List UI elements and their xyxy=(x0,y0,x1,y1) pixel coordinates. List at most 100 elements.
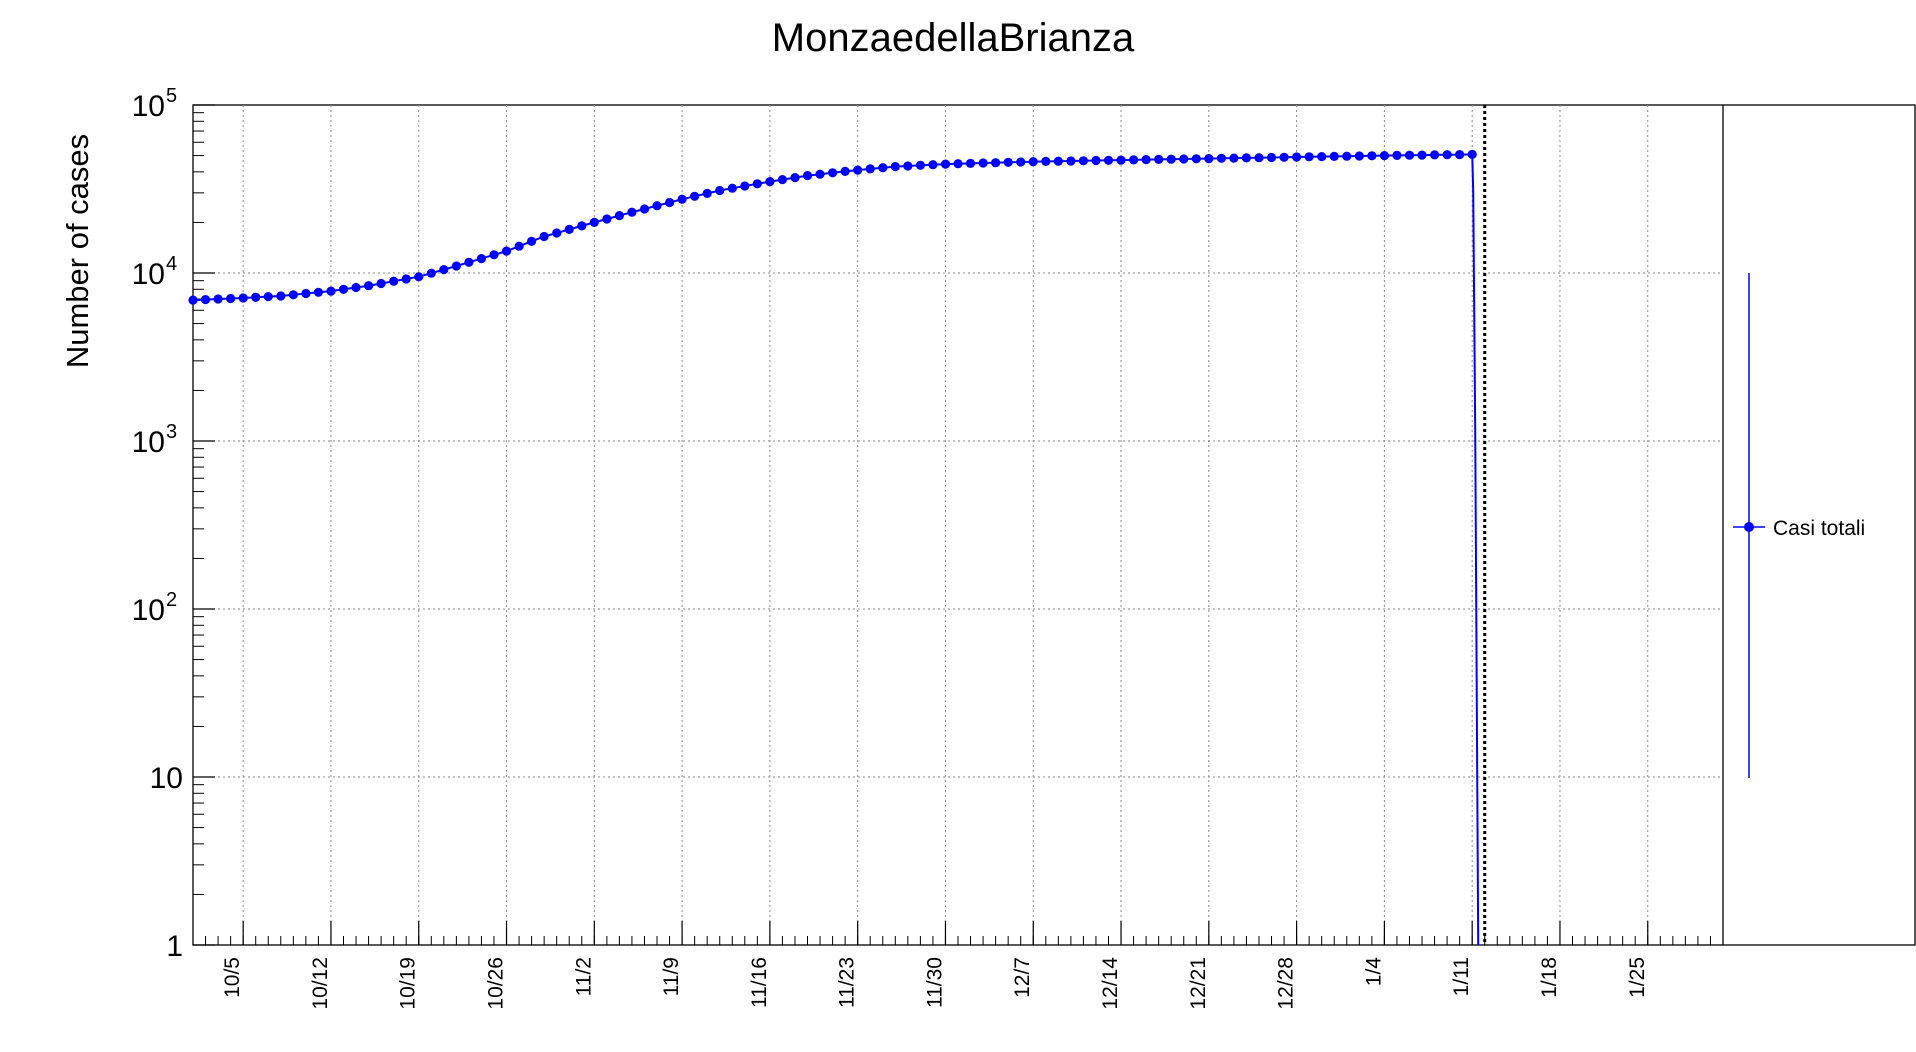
series-point xyxy=(865,164,875,174)
series-point xyxy=(1279,152,1289,162)
series-point xyxy=(740,181,750,191)
series-point xyxy=(527,236,537,246)
series-point xyxy=(439,265,449,275)
series-point xyxy=(1254,153,1264,163)
series-point xyxy=(1016,157,1026,167)
y-tick-exponent: 5 xyxy=(166,85,177,107)
series-point xyxy=(1191,154,1201,164)
series-point xyxy=(752,179,762,189)
plot-frame xyxy=(192,104,1916,946)
series-point xyxy=(1053,156,1063,166)
series-point xyxy=(777,175,788,185)
series-point xyxy=(364,281,374,291)
series-casi-totali xyxy=(188,149,1480,946)
y-tick-exponent: 4 xyxy=(166,253,177,275)
series-point xyxy=(715,185,725,196)
x-tick-label: 1/11 xyxy=(1450,957,1473,996)
series-point xyxy=(326,286,336,296)
series-point xyxy=(1041,156,1051,166)
series-point xyxy=(489,250,499,260)
grid xyxy=(193,105,1723,945)
series-point xyxy=(213,294,223,304)
series-point xyxy=(1329,151,1339,161)
series-point xyxy=(426,268,436,278)
series-point xyxy=(1367,151,1377,161)
series-point xyxy=(1141,155,1151,165)
x-tick-label: 12/28 xyxy=(1275,957,1298,1010)
series-line xyxy=(192,153,1480,946)
series-point xyxy=(476,254,486,264)
series-point xyxy=(589,217,599,227)
y-tick-label: 10 xyxy=(132,594,165,627)
series-point xyxy=(1003,157,1013,167)
series-point xyxy=(1417,150,1427,160)
series-point xyxy=(1204,154,1214,164)
x-tick-label: 1/25 xyxy=(1626,957,1649,998)
series-point xyxy=(1066,156,1076,166)
x-tick-label: 12/7 xyxy=(1011,957,1034,998)
series-point xyxy=(1442,150,1452,160)
series-point xyxy=(401,274,411,284)
x-tick-label: 11/2 xyxy=(572,957,595,996)
x-tick-label: 10/5 xyxy=(221,957,244,998)
series-point xyxy=(1404,150,1415,160)
series-point xyxy=(564,224,574,234)
series-point xyxy=(276,291,286,301)
series-point xyxy=(1129,155,1139,165)
series-point xyxy=(501,246,512,256)
series-point xyxy=(903,161,913,171)
y-tick-label: 1 xyxy=(166,930,183,963)
series-point xyxy=(251,292,261,302)
series-point xyxy=(1116,155,1126,165)
series-point xyxy=(464,257,474,267)
series-point xyxy=(1154,154,1164,164)
series-point xyxy=(702,188,712,198)
y-tick-exponent: 2 xyxy=(166,589,177,611)
x-tick-label: 12/14 xyxy=(1099,957,1122,1010)
series-point xyxy=(1266,152,1277,163)
y-tick-exponent: 3 xyxy=(166,421,177,443)
x-tick-label: 1/4 xyxy=(1362,957,1385,987)
y-tick-label: 10 xyxy=(132,426,165,459)
series-point xyxy=(627,207,637,217)
series-point xyxy=(200,295,211,305)
series-point xyxy=(514,241,524,251)
series-point xyxy=(853,165,863,175)
series-point xyxy=(263,292,273,302)
y-axis-label: Number of cases xyxy=(60,134,95,368)
series-point xyxy=(840,166,850,176)
series-point xyxy=(1292,152,1302,162)
series-point xyxy=(953,159,963,169)
x-tick-label: 11/9 xyxy=(660,957,683,996)
series-point xyxy=(351,282,361,293)
series-point xyxy=(1342,151,1352,161)
series-point xyxy=(313,287,323,297)
series-point xyxy=(828,168,838,178)
series-point xyxy=(539,231,549,242)
series-point xyxy=(928,160,938,170)
series-point xyxy=(1354,151,1364,161)
series-point xyxy=(1455,150,1465,160)
series-point xyxy=(815,169,825,179)
series-point xyxy=(1216,153,1226,163)
series-point xyxy=(1028,157,1038,167)
series-point xyxy=(288,290,298,300)
x-tick-label: 12/21 xyxy=(1187,957,1210,1010)
series-point xyxy=(602,214,612,224)
x-tick-label: 10/12 xyxy=(309,957,332,1010)
series-point xyxy=(1317,152,1327,162)
series-point xyxy=(188,295,198,305)
y-tick-label: 10 xyxy=(150,762,183,795)
series-point xyxy=(790,173,800,183)
x-tick-label: 11/23 xyxy=(836,957,859,1008)
series-point xyxy=(1379,151,1389,161)
series-point xyxy=(414,272,424,282)
series-point xyxy=(376,278,386,289)
series-point xyxy=(1078,156,1088,166)
series-point xyxy=(1241,153,1251,163)
series-point xyxy=(802,171,813,181)
series-point xyxy=(1304,152,1314,162)
x-tick-label: 10/19 xyxy=(397,957,420,1010)
